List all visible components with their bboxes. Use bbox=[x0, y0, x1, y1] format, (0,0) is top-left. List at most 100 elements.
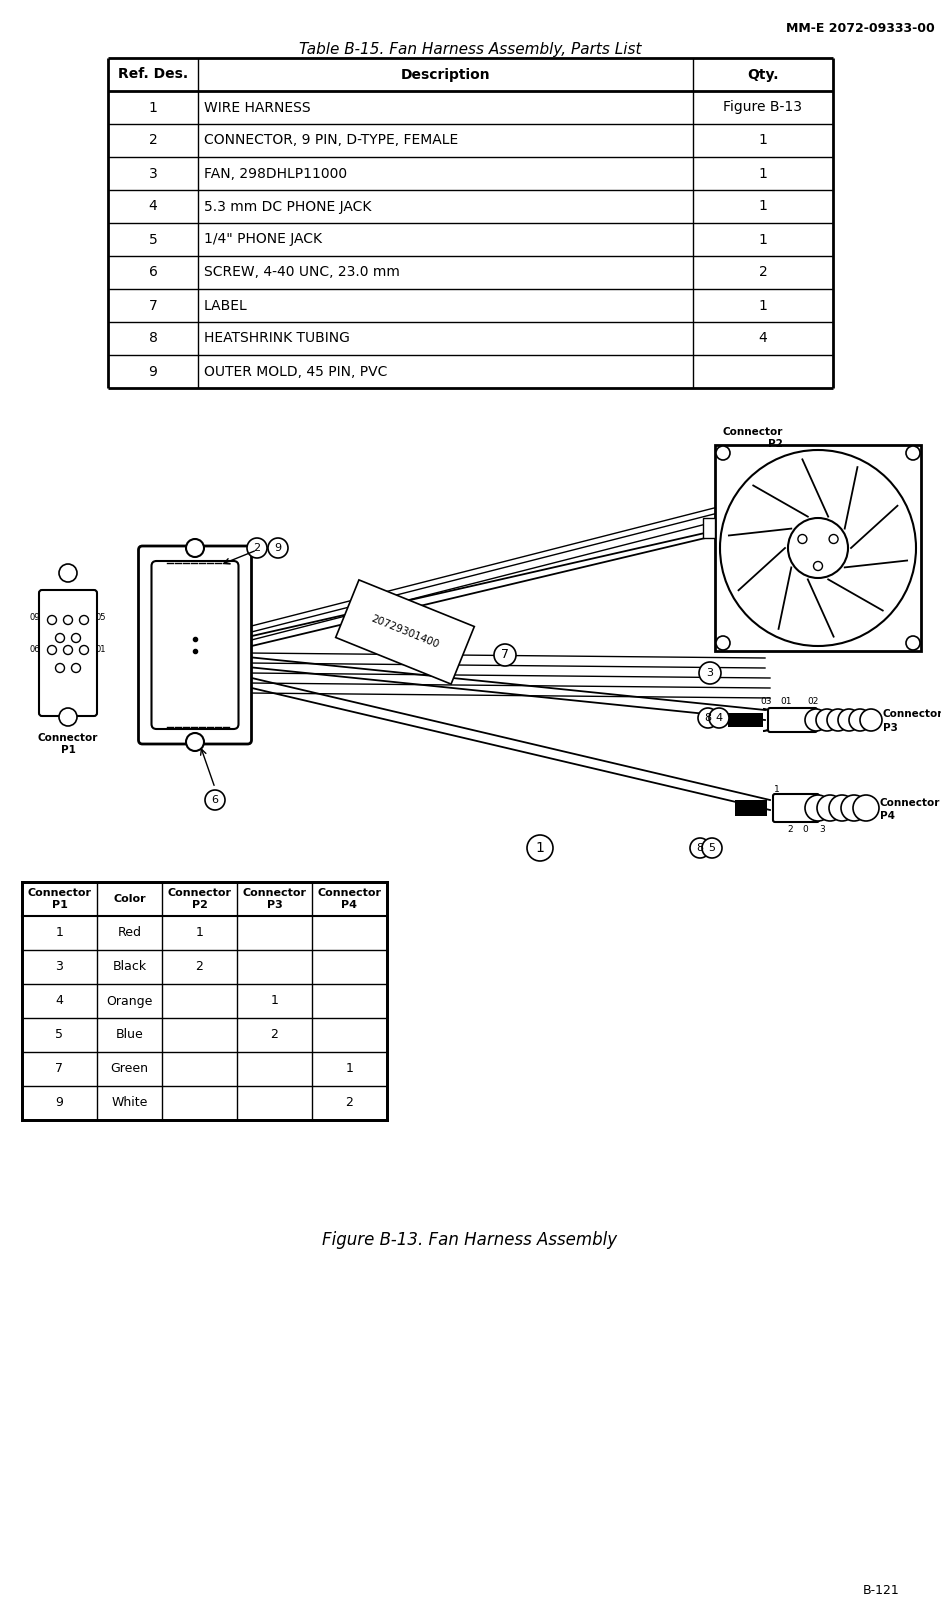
Text: 9: 9 bbox=[149, 364, 157, 379]
Text: Orange: Orange bbox=[106, 994, 152, 1007]
Text: 1: 1 bbox=[758, 200, 768, 214]
Bar bbox=[703, 519, 715, 538]
Text: SCREW, 4-40 UNC, 23.0 mm: SCREW, 4-40 UNC, 23.0 mm bbox=[204, 266, 400, 279]
Circle shape bbox=[805, 794, 831, 822]
FancyBboxPatch shape bbox=[768, 707, 817, 731]
Text: CONNECTOR, 9 PIN, D-TYPE, FEMALE: CONNECTOR, 9 PIN, D-TYPE, FEMALE bbox=[204, 134, 458, 148]
Circle shape bbox=[494, 644, 516, 665]
Circle shape bbox=[853, 794, 879, 822]
Text: 06: 06 bbox=[29, 646, 40, 654]
Circle shape bbox=[805, 709, 827, 731]
Text: 5: 5 bbox=[149, 232, 157, 246]
Text: Green: Green bbox=[110, 1063, 149, 1076]
Text: B-121: B-121 bbox=[863, 1584, 900, 1597]
Text: Blue: Blue bbox=[116, 1028, 143, 1041]
Text: 1: 1 bbox=[271, 994, 279, 1007]
Text: 2: 2 bbox=[196, 960, 203, 973]
Circle shape bbox=[186, 733, 204, 751]
Text: Connector
P1: Connector P1 bbox=[27, 888, 91, 910]
Text: White: White bbox=[111, 1097, 148, 1110]
Circle shape bbox=[205, 789, 225, 810]
Text: 4: 4 bbox=[758, 332, 767, 345]
Text: P4: P4 bbox=[880, 810, 895, 822]
Text: Connector
P4: Connector P4 bbox=[317, 888, 381, 910]
Circle shape bbox=[860, 709, 882, 731]
Text: 01: 01 bbox=[780, 698, 791, 707]
Text: Connector: Connector bbox=[723, 427, 783, 437]
Text: Color: Color bbox=[113, 894, 146, 904]
Text: 2: 2 bbox=[149, 134, 157, 148]
Circle shape bbox=[829, 794, 855, 822]
Text: 1: 1 bbox=[56, 926, 63, 939]
Text: Qty.: Qty. bbox=[747, 68, 779, 82]
Text: Connector: Connector bbox=[38, 733, 98, 743]
Circle shape bbox=[59, 564, 77, 582]
Circle shape bbox=[56, 664, 65, 672]
Circle shape bbox=[829, 535, 838, 543]
Text: P1: P1 bbox=[60, 744, 75, 756]
Text: FAN, 298DHLP11000: FAN, 298DHLP11000 bbox=[204, 166, 347, 180]
Circle shape bbox=[816, 709, 838, 731]
Text: Connector: Connector bbox=[883, 709, 941, 719]
Text: WIRE HARNESS: WIRE HARNESS bbox=[204, 100, 311, 114]
Text: 2: 2 bbox=[788, 825, 793, 834]
Text: MM-E 2072-09333-00: MM-E 2072-09333-00 bbox=[787, 23, 935, 35]
Text: 0: 0 bbox=[802, 825, 808, 834]
Text: 2: 2 bbox=[271, 1028, 279, 1041]
FancyBboxPatch shape bbox=[39, 590, 97, 715]
Text: 1: 1 bbox=[196, 926, 203, 939]
Circle shape bbox=[690, 838, 710, 859]
Text: Connector
P3: Connector P3 bbox=[243, 888, 307, 910]
Text: 1: 1 bbox=[774, 786, 780, 794]
Circle shape bbox=[186, 540, 204, 557]
Text: HEATSHRINK TUBING: HEATSHRINK TUBING bbox=[204, 332, 350, 345]
Text: 01: 01 bbox=[96, 646, 106, 654]
Text: 2: 2 bbox=[253, 543, 261, 553]
Text: 8: 8 bbox=[149, 332, 157, 345]
FancyBboxPatch shape bbox=[152, 561, 238, 730]
Text: 1: 1 bbox=[758, 298, 768, 313]
Text: Connector: Connector bbox=[880, 797, 940, 809]
Circle shape bbox=[47, 646, 56, 654]
Text: 5.3 mm DC PHONE JACK: 5.3 mm DC PHONE JACK bbox=[204, 200, 372, 214]
Circle shape bbox=[716, 636, 730, 649]
Circle shape bbox=[72, 664, 81, 672]
Circle shape bbox=[268, 538, 288, 557]
Circle shape bbox=[838, 709, 860, 731]
Circle shape bbox=[79, 646, 88, 654]
Text: 8: 8 bbox=[696, 843, 704, 852]
Text: Ref. Des.: Ref. Des. bbox=[118, 68, 188, 82]
FancyBboxPatch shape bbox=[773, 794, 819, 822]
Circle shape bbox=[47, 615, 56, 625]
Text: 02: 02 bbox=[807, 698, 819, 707]
Circle shape bbox=[702, 838, 722, 859]
Text: P3: P3 bbox=[883, 723, 898, 733]
Text: 1: 1 bbox=[535, 841, 545, 855]
Text: 1: 1 bbox=[345, 1063, 354, 1076]
Circle shape bbox=[527, 834, 553, 860]
Text: 4: 4 bbox=[56, 994, 63, 1007]
Text: Description: Description bbox=[401, 68, 490, 82]
Text: 3: 3 bbox=[819, 825, 825, 834]
Bar bbox=[22, 881, 387, 1120]
Text: 20729301400: 20729301400 bbox=[370, 614, 440, 651]
Text: 4: 4 bbox=[715, 714, 723, 723]
Text: 6: 6 bbox=[149, 266, 157, 279]
Circle shape bbox=[63, 615, 72, 625]
Text: 7: 7 bbox=[56, 1063, 63, 1076]
Circle shape bbox=[716, 446, 730, 461]
Circle shape bbox=[709, 707, 729, 728]
Circle shape bbox=[79, 615, 88, 625]
Circle shape bbox=[56, 633, 65, 643]
Text: Red: Red bbox=[118, 926, 141, 939]
Text: 1: 1 bbox=[758, 134, 768, 148]
Text: 9: 9 bbox=[56, 1097, 63, 1110]
Text: Table B-15. Fan Harness Assembly, Parts List: Table B-15. Fan Harness Assembly, Parts … bbox=[298, 42, 641, 56]
Circle shape bbox=[827, 709, 849, 731]
Circle shape bbox=[720, 449, 916, 646]
Text: OUTER MOLD, 45 PIN, PVC: OUTER MOLD, 45 PIN, PVC bbox=[204, 364, 388, 379]
Circle shape bbox=[817, 794, 843, 822]
Text: 7: 7 bbox=[501, 649, 509, 662]
Text: 3: 3 bbox=[149, 166, 157, 180]
Text: 7: 7 bbox=[149, 298, 157, 313]
